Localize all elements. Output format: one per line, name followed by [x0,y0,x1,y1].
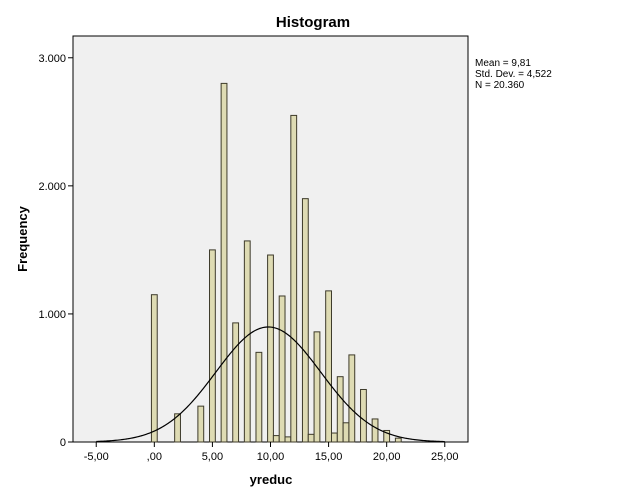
x-axis-label: yreduc [250,472,293,487]
histogram-bar-17 [330,432,338,443]
x-tick-label-4: 15,00 [315,451,343,463]
histogram-bar-6 [243,240,251,443]
histogram-bar-7 [255,351,263,443]
x-tick-label-6: 25,00 [431,451,459,463]
stats-std-dev: Std. Dev. = 4,522 [475,69,552,80]
y-tick-label-3: 3.000 [38,53,66,65]
histogram-bar-21 [360,388,367,443]
normal-curve-layer [96,326,445,443]
histogram-bar-4 [220,82,228,443]
x-tick-label-1: ,00 [147,451,162,463]
histogram-bar-16 [325,290,332,443]
histogram-bar-22 [371,418,379,443]
stats-mean: Mean = 9,81 [475,58,531,69]
histogram-bar-20 [348,354,356,443]
histogram-bar-24 [394,437,402,443]
histogram-bar-11 [284,436,292,443]
histogram-bar-19 [342,422,350,443]
histogram-bar-1 [174,413,181,443]
stats-n: N = 20.360 [475,80,525,91]
y-tick-label-0: 0 [60,437,66,449]
histogram-bar-10 [278,295,286,443]
y-tick-label-2: 2.000 [38,181,66,193]
normal-curve [96,326,445,443]
histogram-bar-8 [267,254,274,443]
histogram-bar-5 [232,322,240,443]
histogram-bar-3 [209,249,216,443]
y-axis-label: Frequency [15,205,30,272]
histogram-bar-12 [290,114,298,443]
x-tick-label-5: 20,00 [373,451,401,463]
x-tick-label-3: 10,00 [257,451,285,463]
histogram-bar-0 [150,294,158,443]
axes-layer: -5,00 ,00 5,00 10,00 15,00 20,00 25,00 0 1.000 2.… [38,53,458,463]
x-tick-label-2: 5,00 [202,451,223,463]
histogram-bar-15 [313,331,321,443]
y-tick-label-1: 1.000 [38,309,66,321]
histogram-bar-13 [301,198,309,443]
x-tick-label-0: -5,00 [84,451,109,463]
histogram-bar-2 [197,405,205,443]
chart-title: Histogram [276,14,350,31]
histogram-bar-9 [272,435,280,443]
histogram-bar-14 [307,433,315,443]
histogram-bar-18 [336,376,344,443]
